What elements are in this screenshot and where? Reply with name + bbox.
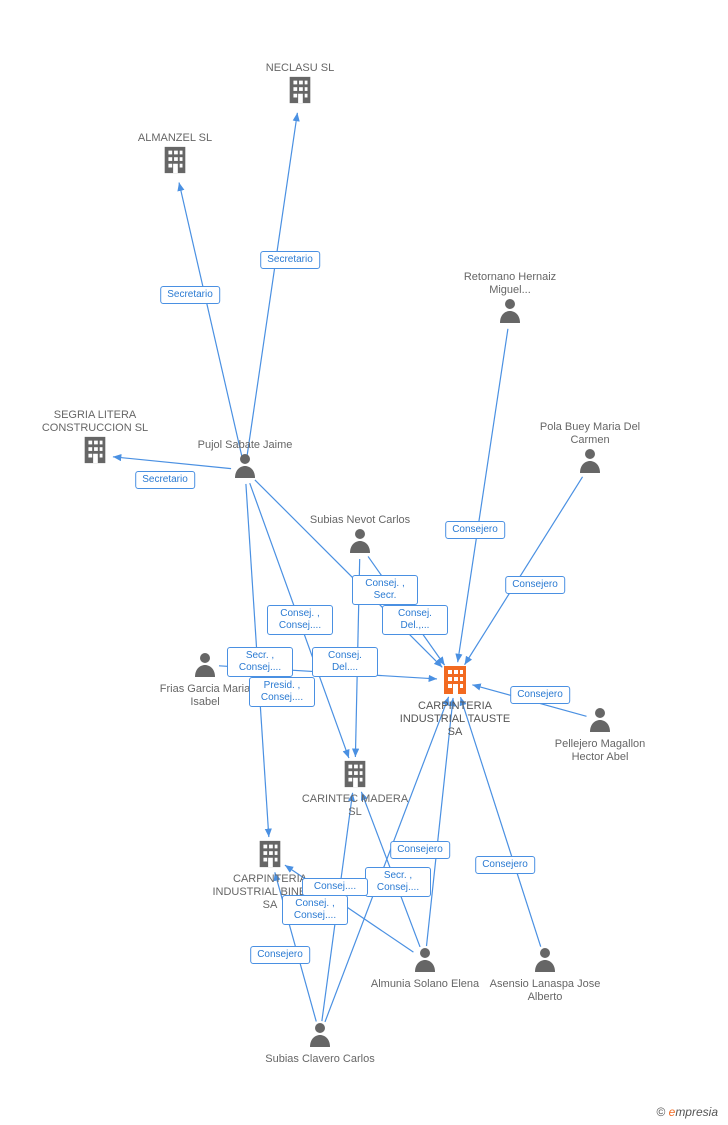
person-icon [578,447,602,475]
node-label: Subias Nevot Carlos [300,514,420,527]
person-icon [533,946,557,974]
building-icon [81,435,109,465]
node-almunia[interactable]: Almunia Solano Elena [365,946,485,991]
edge-label: Consejero [250,946,310,964]
node-asensio[interactable]: Asensio Lanaspa Jose Alberto [485,946,605,1004]
edge-label: Consejero [445,521,505,539]
edge-label: Consej.... [302,878,368,896]
edge-label: Consejero [510,686,570,704]
edge-label: Secretario [135,471,195,489]
person-icon [348,527,372,555]
person-icon [193,651,217,679]
edge-line [247,113,297,456]
person-icon [413,946,437,974]
edge-line [465,477,583,665]
node-pellejero[interactable]: Pellejero Magallon Hector Abel [540,706,660,764]
node-label: Subias Clavero Carlos [260,1053,380,1066]
edge-label: Presid. , Consej.... [249,677,315,707]
node-label: Asensio Lanaspa Jose Alberto [485,978,605,1004]
brand-rest: mpresia [675,1105,718,1119]
node-pola[interactable]: Pola Buey Maria Del Carmen [530,421,650,479]
building-icon [286,75,314,105]
edge-label: Consejero [505,576,565,594]
edge-label: Consej. , Consej.... [282,895,348,925]
building-icon [256,839,284,869]
person-icon [308,1021,332,1049]
edge-label: Consejero [390,841,450,859]
node-subiasn[interactable]: Subias Nevot Carlos [300,514,420,559]
edge-label: Consej. Del.,... [382,605,448,635]
node-segria[interactable]: SEGRIA LITERA CONSTRUCCION SL [35,409,155,469]
node-label: Pellejero Magallon Hector Abel [540,738,660,764]
edge-label: Consej. , Secr. [352,575,418,605]
node-label: CARINTEC MADERA SL [295,793,415,819]
edge-label: Secr. , Consej.... [365,867,431,897]
node-pujol[interactable]: Pujol Sabate Jaime [185,439,305,484]
node-subiasc[interactable]: Subias Clavero Carlos [260,1021,380,1066]
node-label: Retornano Hernaiz Miguel... [450,271,570,297]
person-icon [588,706,612,734]
building-icon [161,145,189,175]
node-label: ALMANZEL SL [115,132,235,145]
building-icon [440,664,470,696]
node-label: Almunia Solano Elena [365,978,485,991]
node-neclasu[interactable]: NECLASU SL [240,62,360,109]
footer-copyright: © empresia [656,1105,718,1119]
person-icon [498,297,522,325]
node-label: SEGRIA LITERA CONSTRUCCION SL [35,409,155,435]
node-retornano[interactable]: Retornano Hernaiz Miguel... [450,271,570,329]
node-almanzel[interactable]: ALMANZEL SL [115,132,235,179]
edge-label: Consej. , Consej.... [267,605,333,635]
edge-line [179,183,242,457]
edge-label: Consejero [475,856,535,874]
edge-line [458,329,508,662]
node-label: CARPINTERIA INDUSTRIAL TAUSTE SA [395,700,515,740]
edge-line [255,480,442,667]
person-icon [233,452,257,480]
copyright-symbol: © [656,1105,665,1119]
node-label: Pujol Sabate Jaime [185,439,305,452]
graph-edges-layer [0,0,728,1125]
building-icon [341,759,369,789]
edge-label: Secretario [160,286,220,304]
node-carintec[interactable]: CARINTEC MADERA SL [295,759,415,819]
node-label: NECLASU SL [240,62,360,75]
edge-label: Secr. , Consej.... [227,647,293,677]
edge-label: Consej. Del.... [312,647,378,677]
node-tauste[interactable]: CARPINTERIA INDUSTRIAL TAUSTE SA [395,664,515,740]
node-label: Pola Buey Maria Del Carmen [530,421,650,447]
node-label: Frias Garcia Maria Isabel [145,683,265,709]
edge-label: Secretario [260,251,320,269]
